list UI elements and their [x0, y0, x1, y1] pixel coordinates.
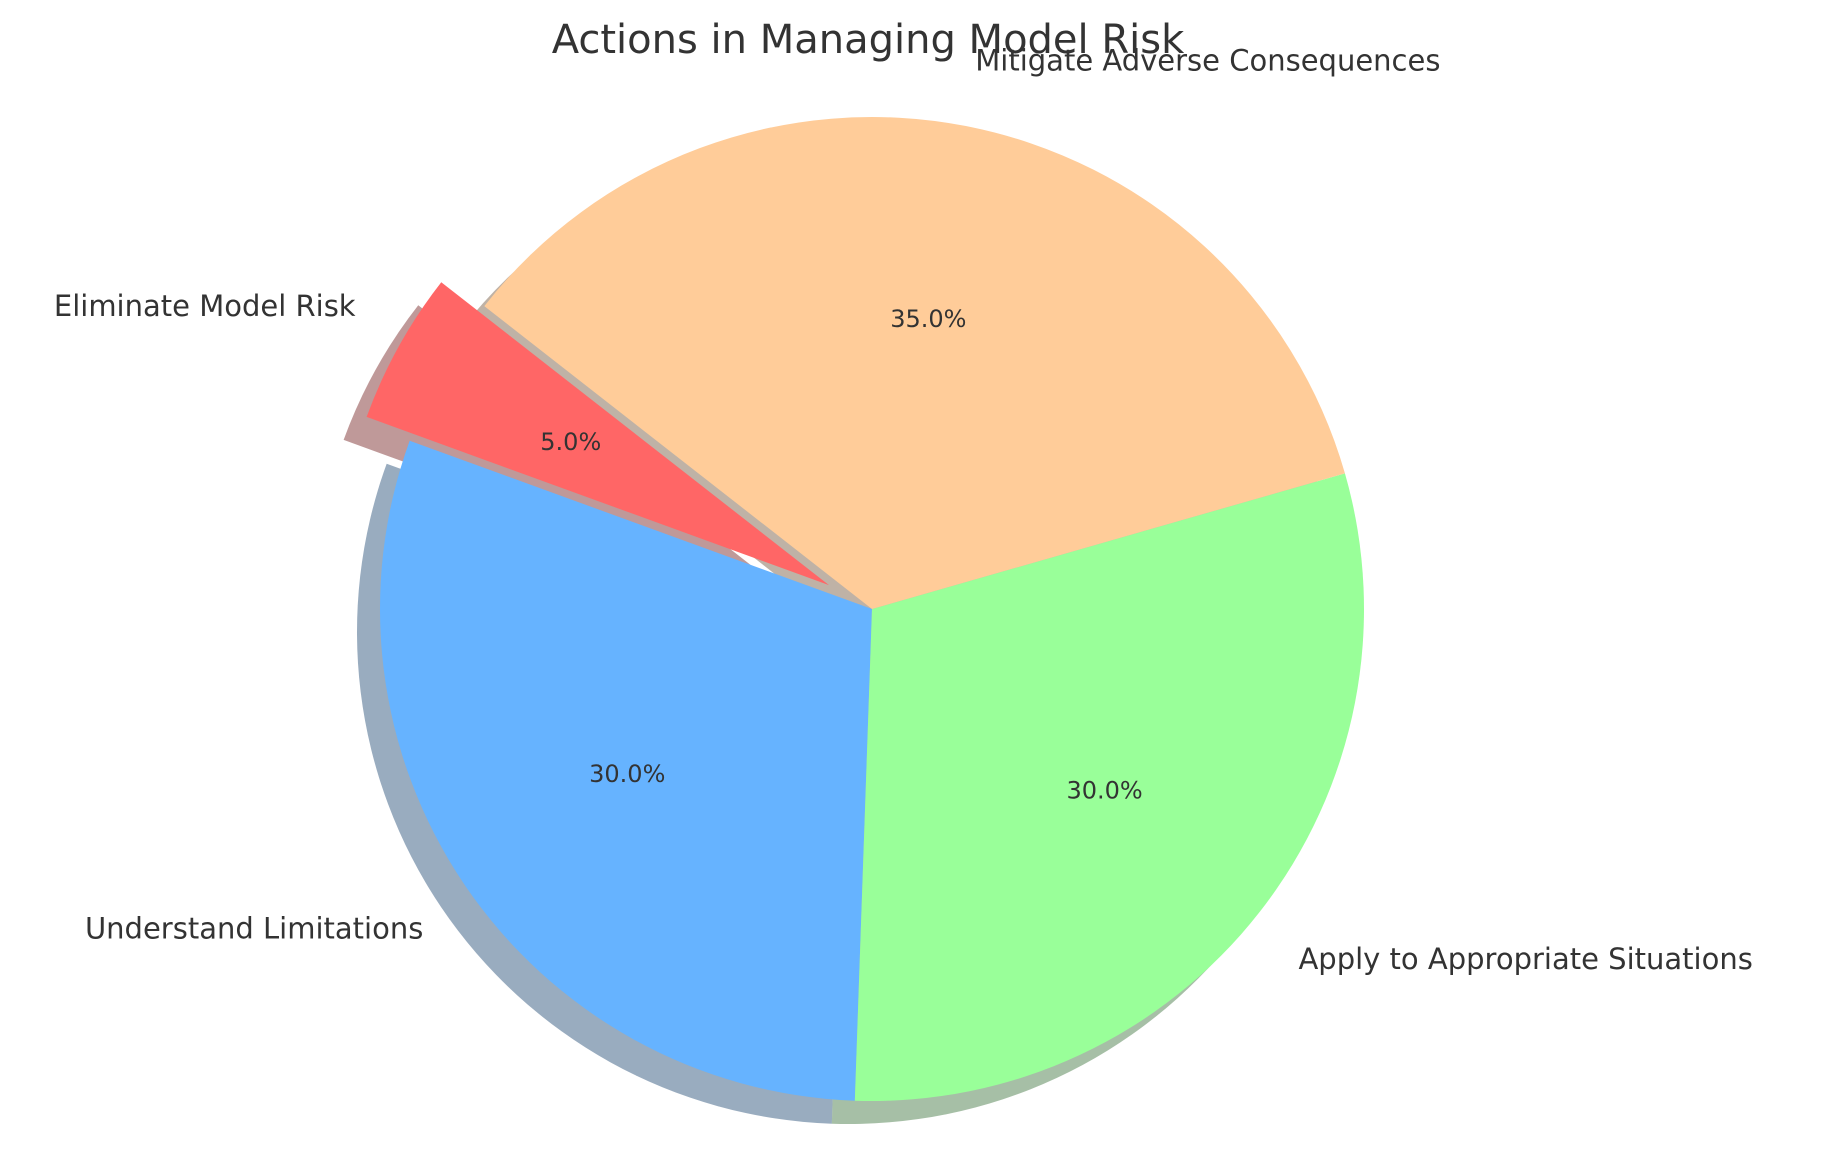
slice-percent-apply-to-appropriate-situations: 30.0%: [1066, 777, 1142, 805]
slice-mitigate-adverse-consequences: [484, 116, 1345, 610]
slice-label-mitigate-adverse-consequences: Mitigate Adverse Consequences: [975, 44, 1440, 78]
slices: [366, 116, 1364, 1101]
chart-title: Actions in Managing Model Risk: [552, 17, 1185, 63]
slice-percent-eliminate-model-risk: 5.0%: [540, 428, 601, 456]
slice-label-eliminate-model-risk: Eliminate Model Risk: [54, 289, 356, 323]
slice-eliminate-model-risk: [366, 282, 829, 586]
slice-percent-understand-limitations: 30.0%: [589, 760, 665, 788]
slice-understand-limitations: [379, 440, 872, 1101]
labels: Understand Limitations 30.0% Apply to Appr…: [54, 44, 1753, 976]
slice-label-understand-limitations: Understand Limitations: [85, 912, 423, 946]
slice-percent-mitigate-adverse-consequences: 35.0%: [890, 305, 966, 333]
slice-label-apply-to-appropriate-situations: Apply to Appropriate Situations: [1298, 942, 1752, 976]
slice-apply-to-appropriate-situations: [854, 473, 1364, 1101]
